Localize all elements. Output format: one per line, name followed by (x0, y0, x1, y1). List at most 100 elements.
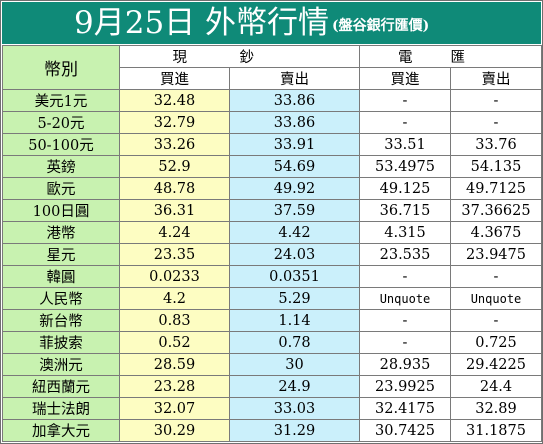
cash-sell-cell: 4.42 (229, 221, 360, 244)
currency-cell: 歐元 (2, 177, 120, 200)
exchange-rate-table: 幣別 現鈔 電匯 買進 賣出 買進 賣出 美元1元 32.48 33.86 - (2, 45, 542, 442)
tt-buy-cell: - (359, 331, 451, 354)
currency-cell: 50-100元 (2, 133, 120, 156)
tt-buy-header: 買進 (359, 67, 451, 90)
cash-group-char-2: 鈔 (239, 50, 255, 66)
table-row: 歐元 48.78 49.92 49.125 49.7125 (2, 177, 542, 200)
cash-sell-cell: 33.03 (229, 397, 360, 420)
table-row: 紐西蘭元 23.28 24.9 23.9925 24.4 (2, 375, 542, 398)
cash-sell-cell: 24.03 (229, 243, 360, 266)
page-title: 9月25日 外幣行情 (74, 5, 330, 41)
tt-buy-cell: - (359, 89, 451, 112)
cash-buy-cell: 32.48 (119, 89, 230, 112)
tt-sell-cell: 24.4 (450, 375, 542, 398)
tt-group-char-1: 電 (398, 50, 413, 66)
tt-buy-cell: - (359, 309, 451, 332)
tt-sell-cell: - (450, 89, 542, 112)
cash-sell-cell: 54.69 (229, 155, 360, 178)
cash-sell-cell: 33.91 (229, 133, 360, 156)
tt-group-char-2: 匯 (450, 50, 466, 66)
telegraphic-group-header: 電匯 (359, 45, 542, 68)
tt-sell-cell: 4.3675 (450, 221, 542, 244)
tt-sell-cell: 23.9475 (450, 243, 542, 266)
tt-buy-cell: - (359, 111, 451, 134)
cash-buy-cell: 28.59 (119, 353, 230, 376)
table-row: 菲披索 0.52 0.78 - 0.725 (2, 331, 542, 354)
currency-cell: 人民幣 (2, 287, 120, 310)
cash-buy-cell: 52.9 (119, 155, 230, 178)
cash-sell-cell: 37.59 (229, 199, 360, 222)
cash-sell-header: 賣出 (229, 67, 360, 90)
tt-sell-cell: 37.36625 (450, 199, 542, 222)
table-row: 韓圓 0.0233 0.0351 - - (2, 265, 542, 288)
tt-sell-cell: Unquote (450, 287, 542, 310)
tt-buy-cell: 23.535 (359, 243, 451, 266)
cash-sell-cell: 33.86 (229, 111, 360, 134)
currency-cell: 紐西蘭元 (2, 375, 120, 398)
tt-buy-cell: 33.51 (359, 133, 451, 156)
currency-cell: 韓圓 (2, 265, 120, 288)
currency-cell: 菲披索 (2, 331, 120, 354)
table-row: 星元 23.35 24.03 23.535 23.9475 (2, 243, 542, 266)
cash-sell-cell: 30 (229, 353, 360, 376)
currency-cell: 澳洲元 (2, 353, 120, 376)
currency-cell: 英鎊 (2, 155, 120, 178)
currency-cell: 新台幣 (2, 309, 120, 332)
tt-buy-cell: - (359, 265, 451, 288)
cash-sell-cell: 0.0351 (229, 265, 360, 288)
page-subtitle: (盤谷銀行匯價) (332, 18, 430, 34)
title-bar: 9月25日 外幣行情 (盤谷銀行匯價) (2, 2, 541, 44)
cash-buy-cell: 30.29 (119, 419, 230, 442)
table-row: 港幣 4.24 4.42 4.315 4.3675 (2, 221, 542, 244)
cash-sell-cell: 0.78 (229, 331, 360, 354)
cash-buy-cell: 23.28 (119, 375, 230, 398)
currency-cell: 美元1元 (2, 89, 120, 112)
tt-sell-cell: 29.4225 (450, 353, 542, 376)
cash-sell-cell: 33.86 (229, 89, 360, 112)
currency-cell: 100日圓 (2, 199, 120, 222)
cash-group-header: 現鈔 (119, 45, 360, 68)
cash-sell-cell: 49.92 (229, 177, 360, 200)
cash-buy-cell: 4.2 (119, 287, 230, 310)
cash-buy-cell: 4.24 (119, 221, 230, 244)
cash-buy-cell: 32.79 (119, 111, 230, 134)
tt-buy-cell: 32.4175 (359, 397, 451, 420)
tt-sell-cell: 0.725 (450, 331, 542, 354)
table-row: 英鎊 52.9 54.69 53.4975 54.135 (2, 155, 542, 178)
tt-buy-cell: 4.315 (359, 221, 451, 244)
cash-sell-cell: 5.29 (229, 287, 360, 310)
tt-buy-cell: 36.715 (359, 199, 451, 222)
tt-sell-cell: 49.7125 (450, 177, 542, 200)
cash-buy-cell: 0.52 (119, 331, 230, 354)
cash-sell-cell: 1.14 (229, 309, 360, 332)
tt-sell-header: 賣出 (450, 67, 542, 90)
currency-column-header: 幣別 (2, 45, 120, 90)
currency-cell: 港幣 (2, 221, 120, 244)
cash-buy-cell: 0.0233 (119, 265, 230, 288)
table-row: 加拿大元 30.29 31.29 30.7425 31.1875 (2, 419, 542, 442)
cash-buy-cell: 32.07 (119, 397, 230, 420)
cash-sell-cell: 31.29 (229, 419, 360, 442)
tt-buy-cell: 49.125 (359, 177, 451, 200)
tt-sell-cell: 33.76 (450, 133, 542, 156)
currency-cell: 星元 (2, 243, 120, 266)
currency-cell: 瑞士法朗 (2, 397, 120, 420)
tt-sell-cell: 32.89 (450, 397, 542, 420)
table-row: 100日圓 36.31 37.59 36.715 37.36625 (2, 199, 542, 222)
tt-sell-cell: 31.1875 (450, 419, 542, 442)
table-row: 澳洲元 28.59 30 28.935 29.4225 (2, 353, 542, 376)
tt-buy-cell: Unquote (359, 287, 451, 310)
table-row: 5-20元 32.79 33.86 - - (2, 111, 542, 134)
header-row-sub: 買進 賣出 買進 賣出 (3, 67, 542, 90)
table-row: 新台幣 0.83 1.14 - - (2, 309, 542, 332)
cash-buy-cell: 48.78 (119, 177, 230, 200)
cash-buy-cell: 36.31 (119, 199, 230, 222)
tt-buy-cell: 23.9925 (359, 375, 451, 398)
table-row: 50-100元 33.26 33.91 33.51 33.76 (2, 133, 542, 156)
tt-sell-cell: - (450, 265, 542, 288)
cash-buy-cell: 0.83 (119, 309, 230, 332)
cash-buy-cell: 23.35 (119, 243, 230, 266)
tt-sell-cell: - (450, 111, 542, 134)
cash-group-char-1: 現 (172, 50, 188, 66)
